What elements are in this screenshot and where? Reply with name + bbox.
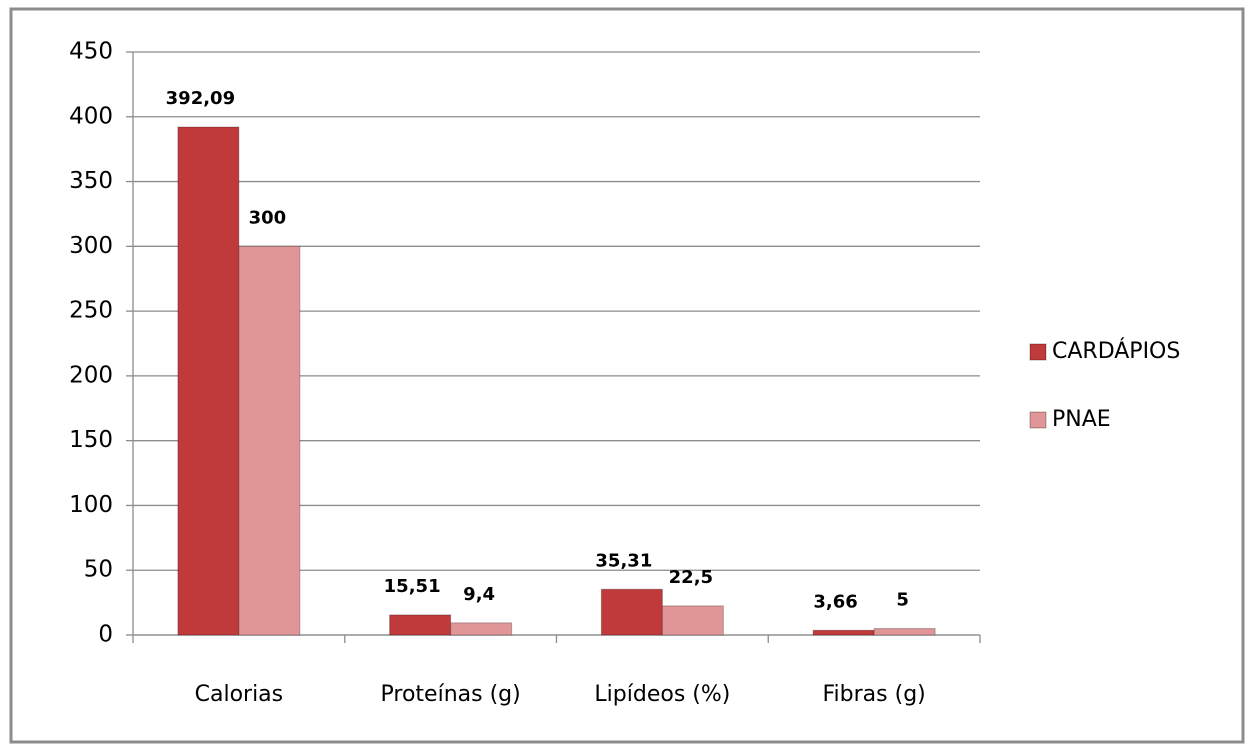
y-tick-label: 200 [69,362,113,388]
value-label: 300 [249,207,287,228]
y-tick-label: 450 [69,39,113,65]
value-label: 35,31 [595,550,652,571]
y-tick-label: 400 [69,103,113,129]
y-tick-label: 0 [98,622,113,648]
value-label: 22,5 [669,567,713,588]
legend-swatch [1029,411,1047,429]
bar [812,629,875,636]
x-tick-label: Fibras (g) [823,682,926,707]
y-tick-label: 150 [69,427,113,453]
bar [238,245,301,636]
value-label: 392,09 [166,88,235,109]
y-tick-label: 250 [69,298,113,324]
value-label: 9,4 [463,584,495,605]
bar [450,622,513,636]
value-label: 5 [896,590,909,611]
bar [661,605,724,636]
legend-label: PNAE [1052,407,1111,432]
x-tick-label: Calorias [195,682,284,707]
bar [873,628,936,636]
legend-swatch [1029,343,1047,361]
value-label: 15,51 [384,576,441,597]
y-tick-label: 300 [69,233,113,259]
bar [600,588,663,636]
bar [389,614,452,636]
value-label: 3,66 [813,591,857,612]
y-tick-label: 100 [69,492,113,518]
x-tick-label: Proteínas (g) [381,682,521,707]
bar [177,126,240,636]
y-tick-label: 350 [69,168,113,194]
x-tick-label: Lipídeos (%) [594,682,730,707]
legend-label: CARDÁPIOS [1052,338,1180,364]
y-tick-label: 50 [84,557,113,583]
